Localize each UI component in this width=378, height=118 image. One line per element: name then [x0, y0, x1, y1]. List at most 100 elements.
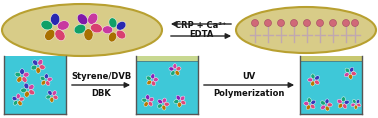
Ellipse shape — [16, 94, 20, 99]
Ellipse shape — [354, 105, 358, 109]
Ellipse shape — [41, 80, 46, 85]
Ellipse shape — [146, 95, 150, 100]
Ellipse shape — [162, 105, 166, 110]
Ellipse shape — [310, 104, 315, 109]
Ellipse shape — [325, 106, 329, 111]
Text: DBK: DBK — [91, 89, 111, 98]
Ellipse shape — [147, 80, 152, 85]
Ellipse shape — [40, 76, 45, 80]
Ellipse shape — [164, 102, 169, 106]
Ellipse shape — [176, 67, 181, 71]
Ellipse shape — [41, 21, 53, 30]
Ellipse shape — [158, 104, 162, 108]
Ellipse shape — [311, 74, 315, 79]
Ellipse shape — [2, 4, 162, 56]
Ellipse shape — [353, 99, 356, 103]
Bar — [136, 56, 198, 61]
Ellipse shape — [39, 65, 45, 69]
Circle shape — [316, 19, 324, 27]
Ellipse shape — [55, 30, 65, 41]
Ellipse shape — [149, 97, 154, 102]
Ellipse shape — [74, 24, 86, 34]
Text: Styrene/DVB: Styrene/DVB — [71, 72, 131, 81]
Text: Polymerization: Polymerization — [213, 89, 285, 98]
Ellipse shape — [153, 78, 158, 82]
Ellipse shape — [13, 101, 18, 105]
Ellipse shape — [77, 14, 88, 25]
Ellipse shape — [15, 72, 21, 77]
Ellipse shape — [307, 98, 311, 103]
Ellipse shape — [45, 30, 55, 40]
Ellipse shape — [315, 76, 319, 80]
Ellipse shape — [356, 100, 360, 103]
Ellipse shape — [52, 91, 57, 95]
Ellipse shape — [102, 26, 113, 34]
Bar — [300, 56, 362, 114]
Ellipse shape — [50, 97, 54, 102]
Ellipse shape — [144, 102, 148, 107]
Ellipse shape — [325, 99, 329, 104]
Ellipse shape — [84, 29, 93, 41]
Ellipse shape — [321, 105, 325, 110]
Ellipse shape — [337, 99, 342, 103]
Ellipse shape — [345, 68, 350, 73]
Ellipse shape — [351, 72, 356, 76]
Ellipse shape — [116, 21, 126, 30]
Ellipse shape — [173, 64, 177, 69]
Ellipse shape — [51, 13, 60, 25]
Circle shape — [251, 19, 259, 27]
Text: CRP + Ca²⁺: CRP + Ca²⁺ — [175, 21, 227, 30]
Ellipse shape — [343, 104, 347, 109]
Ellipse shape — [47, 77, 52, 81]
Ellipse shape — [349, 74, 353, 79]
Ellipse shape — [314, 80, 319, 84]
Ellipse shape — [152, 81, 156, 86]
Bar — [136, 56, 198, 114]
Ellipse shape — [175, 71, 180, 75]
Ellipse shape — [351, 103, 355, 107]
Ellipse shape — [12, 97, 17, 101]
Ellipse shape — [311, 100, 316, 104]
Ellipse shape — [38, 60, 43, 65]
Ellipse shape — [142, 98, 147, 102]
Ellipse shape — [148, 101, 153, 106]
Ellipse shape — [109, 18, 117, 28]
Circle shape — [330, 19, 336, 27]
Circle shape — [291, 19, 297, 27]
Ellipse shape — [90, 24, 102, 33]
Ellipse shape — [116, 30, 125, 39]
Ellipse shape — [25, 91, 29, 97]
Ellipse shape — [146, 76, 151, 80]
Ellipse shape — [350, 67, 354, 72]
Ellipse shape — [338, 103, 343, 108]
Bar — [4, 56, 66, 114]
Ellipse shape — [151, 74, 155, 79]
Ellipse shape — [31, 65, 37, 70]
Ellipse shape — [327, 103, 332, 107]
Ellipse shape — [88, 13, 98, 24]
Ellipse shape — [57, 21, 69, 30]
Ellipse shape — [321, 101, 325, 105]
Circle shape — [304, 19, 310, 27]
Ellipse shape — [22, 77, 27, 82]
Ellipse shape — [180, 96, 185, 101]
Ellipse shape — [17, 77, 22, 82]
Ellipse shape — [174, 100, 179, 104]
Ellipse shape — [20, 69, 24, 75]
Ellipse shape — [158, 99, 163, 104]
Ellipse shape — [344, 73, 349, 77]
Ellipse shape — [45, 74, 48, 79]
Ellipse shape — [24, 83, 29, 89]
Ellipse shape — [341, 97, 345, 102]
Ellipse shape — [169, 67, 174, 71]
Text: UV: UV — [242, 72, 256, 81]
Ellipse shape — [171, 71, 175, 75]
Ellipse shape — [344, 100, 349, 104]
Ellipse shape — [23, 72, 29, 77]
Ellipse shape — [178, 102, 181, 107]
Ellipse shape — [46, 81, 50, 86]
Circle shape — [342, 19, 350, 27]
Ellipse shape — [304, 102, 309, 105]
Circle shape — [277, 19, 285, 27]
Ellipse shape — [176, 95, 180, 100]
